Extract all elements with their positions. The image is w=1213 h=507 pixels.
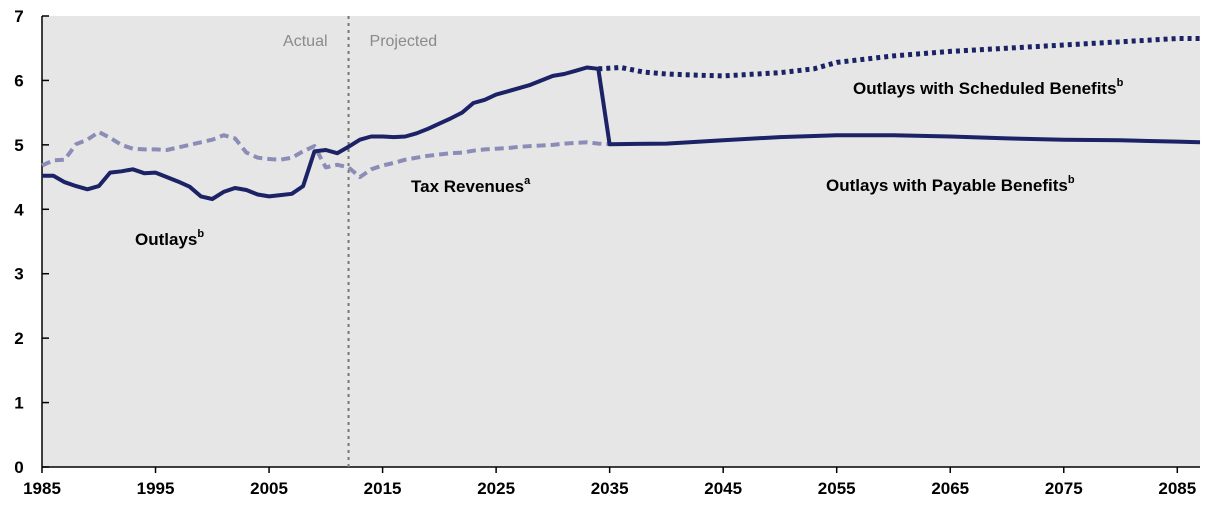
y-tick-label: 0: [14, 458, 23, 477]
y-axis: 0 1 2 3 4 5 6 7: [14, 7, 49, 477]
x-tick-label: 2045: [704, 479, 742, 498]
plot-background: [42, 16, 1200, 467]
x-tick-label: 2055: [818, 479, 856, 498]
x-tick-label: 2085: [1158, 479, 1196, 498]
x-tick-label: 1995: [137, 479, 175, 498]
y-tick-label: 6: [14, 71, 23, 90]
x-tick-label: 2075: [1045, 479, 1083, 498]
y-tick-label: 7: [14, 7, 23, 26]
series-layer: [41, 36, 1201, 201]
y-tick-label: 5: [14, 136, 23, 155]
series-line-outlays: [42, 65, 599, 201]
y-tick-label: 3: [14, 265, 23, 284]
series-line-outlays-with-scheduled-benefits: [598, 36, 1200, 79]
series-line-outlays-with-payable-benefits: [596, 68, 1201, 147]
x-tick-label: 2025: [477, 479, 515, 498]
y-tick-label: 4: [14, 200, 24, 219]
x-tick-label: 2015: [364, 479, 402, 498]
outlays-payable-label: Outlays with Payable Benefitsb: [826, 174, 1075, 195]
x-axis: 1985 1995 2005 2015 2025 2035 2045 2055 2065 2075…: [23, 466, 1200, 498]
x-tick-label: 2065: [931, 479, 969, 498]
projected-label: Projected: [370, 33, 438, 50]
y-tick-label: 2: [14, 329, 23, 348]
tax-revenues-label: Tax Revenuesa: [411, 175, 531, 196]
x-tick-label: 1985: [23, 479, 61, 498]
x-tick-label: 2005: [250, 479, 288, 498]
outlays-label: Outlaysb: [135, 228, 204, 249]
y-tick-label: 1: [14, 394, 23, 413]
series-line-tax-revenues: [41, 130, 610, 180]
actual-label: Actual: [283, 33, 327, 50]
x-tick-label: 2035: [591, 479, 629, 498]
outlays-scheduled-label: Outlays with Scheduled Benefitsb: [853, 77, 1124, 98]
